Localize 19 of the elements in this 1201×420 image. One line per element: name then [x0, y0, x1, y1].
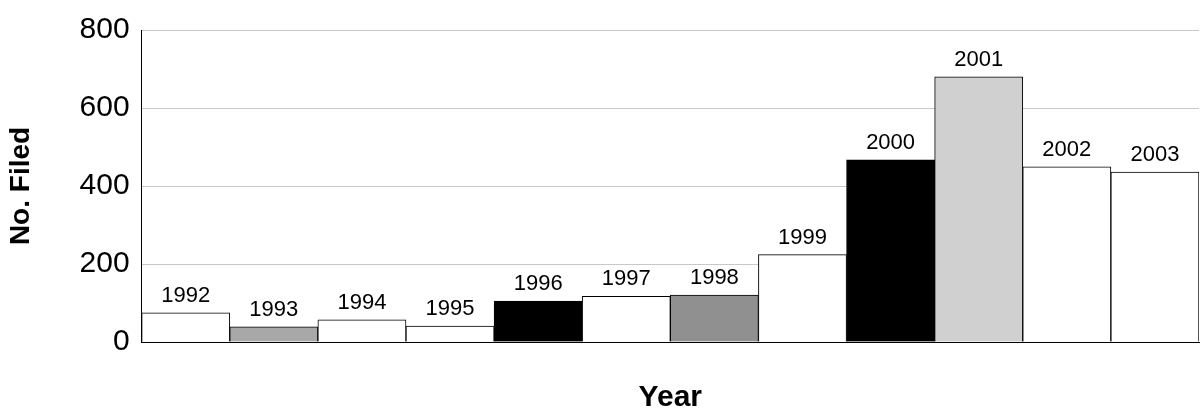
x-tick-label: 1993	[249, 295, 299, 321]
x-tick-label: 1992	[161, 281, 211, 307]
y-tick-label: 200	[79, 245, 130, 279]
x-tick-label: 2003	[1130, 141, 1180, 167]
x-tick-label: 2000	[866, 128, 916, 154]
y-tick-label: 0	[112, 323, 130, 357]
x-tick-label: 1996	[513, 270, 563, 296]
y-tick-label: 800	[79, 11, 130, 45]
x-tick-label: 1998	[689, 264, 739, 290]
x-tick-label: 2002	[1042, 135, 1092, 161]
x-axis-title: Year	[638, 379, 703, 413]
x-tick-label: 1995	[425, 295, 475, 321]
y-tick-label: 400	[79, 167, 130, 201]
y-axis-title: No. Filed	[3, 126, 35, 246]
x-tick-label: 1999	[778, 223, 827, 249]
x-tick-label: 1994	[337, 288, 387, 314]
x-tick-label: 1997	[601, 265, 651, 291]
y-tick-label: 600	[79, 89, 130, 123]
x-tick-label: 2001	[954, 45, 1004, 71]
